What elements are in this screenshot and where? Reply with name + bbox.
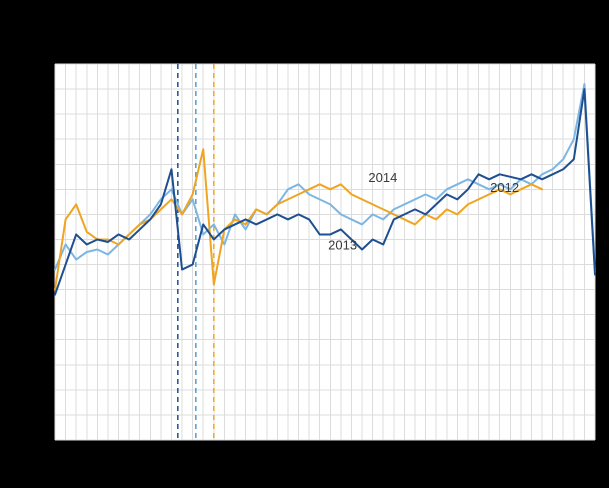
year-label-2014: 2014 xyxy=(368,170,397,185)
year-label-2013: 2013 xyxy=(328,237,357,252)
year-label-2012: 2012 xyxy=(490,180,519,195)
series-line-2013 xyxy=(54,88,596,296)
series-line-2014 xyxy=(54,148,544,291)
series-line-2012 xyxy=(54,83,596,274)
plot-area xyxy=(55,64,595,440)
